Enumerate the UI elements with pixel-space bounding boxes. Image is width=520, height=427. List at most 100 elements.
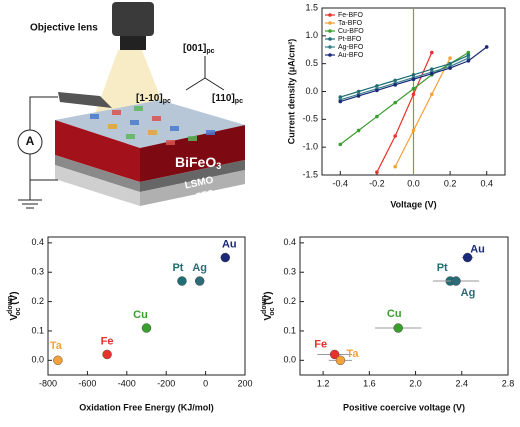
series-marker bbox=[430, 67, 434, 72]
point-label: Ta bbox=[346, 348, 359, 360]
y-tick-label: 0.4 bbox=[31, 237, 44, 247]
substrate-label: STO bbox=[195, 188, 215, 202]
x-tick-label: -0.2 bbox=[369, 178, 385, 188]
legend-swatch bbox=[328, 13, 332, 17]
y-axis-title-sub: oc bbox=[269, 307, 276, 315]
axis-label: [001]pc bbox=[183, 43, 215, 55]
legend-label: Au-BFO bbox=[338, 52, 364, 59]
series-marker bbox=[466, 50, 471, 55]
lens-tip bbox=[120, 36, 146, 50]
series-marker bbox=[393, 83, 398, 87]
legend-swatch bbox=[328, 45, 332, 49]
series-line bbox=[340, 54, 469, 98]
film-front bbox=[55, 120, 140, 182]
point-label: Fe bbox=[314, 338, 327, 350]
series-marker bbox=[430, 92, 434, 97]
y-axis-title: V bbox=[263, 314, 274, 321]
data-point bbox=[329, 349, 340, 360]
plot-frame bbox=[47, 236, 246, 376]
series-marker bbox=[338, 99, 343, 104]
sto-front bbox=[55, 165, 140, 206]
x-tick-label: 0.0 bbox=[407, 178, 420, 188]
point-label: Cu bbox=[387, 308, 402, 320]
series-marker bbox=[393, 134, 398, 138]
point-label: Au bbox=[470, 243, 485, 255]
series-marker bbox=[448, 61, 452, 66]
y-tick-label: 0.3 bbox=[283, 267, 296, 277]
x-tick-label: 1.6 bbox=[363, 378, 376, 388]
ammeter bbox=[17, 129, 43, 155]
series-line bbox=[376, 52, 433, 173]
point-label: Cu bbox=[133, 309, 148, 321]
y-axis-title: Vdownoc (V) bbox=[7, 291, 22, 320]
point-label: Ag bbox=[461, 287, 476, 299]
legend-label: Fe-BFO bbox=[338, 12, 363, 19]
film-top bbox=[55, 100, 245, 148]
axis-label: [001] bbox=[183, 43, 206, 54]
axis-label-sub: pc bbox=[163, 98, 171, 105]
axis-label-sub: pc bbox=[206, 48, 214, 55]
series-marker bbox=[411, 92, 416, 97]
point-label: Au bbox=[222, 238, 237, 250]
x-tick-label: 2.4 bbox=[456, 378, 469, 388]
x-tick-label: 200 bbox=[237, 378, 252, 388]
y-axis-title: Vdownoc (V) bbox=[261, 291, 276, 320]
ammeter-label: A bbox=[26, 134, 35, 148]
series-marker bbox=[484, 45, 489, 49]
series-marker bbox=[356, 94, 361, 98]
data-point bbox=[194, 276, 205, 286]
series-marker bbox=[411, 73, 416, 77]
point-label: Pt bbox=[172, 262, 183, 274]
probe bbox=[58, 92, 112, 108]
series-marker bbox=[411, 128, 416, 133]
series-marker bbox=[411, 86, 416, 91]
schematic: Objective lens A [001]pc [1-10]pc [110]p… bbox=[17, 2, 245, 209]
legend-label: Cu-BFO bbox=[338, 28, 364, 35]
data-point bbox=[177, 276, 187, 286]
series-marker bbox=[430, 71, 434, 76]
axis-arrow bbox=[185, 77, 206, 91]
series-line bbox=[394, 57, 451, 167]
axis-label: [110]pc bbox=[212, 93, 243, 105]
y-tick-label: 0.1 bbox=[31, 325, 44, 335]
x-tick-label: 0.2 bbox=[444, 178, 457, 188]
series-line bbox=[340, 57, 469, 101]
series-line bbox=[339, 52, 469, 145]
axis-label-sub: pc bbox=[235, 98, 243, 105]
plot-frame bbox=[299, 236, 509, 376]
axis-arrow bbox=[204, 77, 225, 91]
axis-label: [1-10] bbox=[136, 93, 163, 104]
series-marker bbox=[393, 164, 398, 169]
series-marker bbox=[356, 128, 361, 133]
data-point bbox=[393, 323, 403, 333]
x-tick-label: -400 bbox=[118, 378, 136, 388]
series-marker bbox=[375, 170, 379, 175]
x-axis-title: Voltage (V) bbox=[390, 199, 436, 209]
y-tick-label: 0.2 bbox=[31, 296, 44, 306]
sto-side bbox=[140, 170, 245, 206]
x-tick-label: 0.4 bbox=[480, 178, 493, 188]
series-marker bbox=[466, 56, 471, 60]
film-side bbox=[140, 125, 245, 182]
objective-lens bbox=[112, 2, 154, 36]
series-marker bbox=[466, 53, 471, 58]
y-axis-title-unit: (V) bbox=[9, 291, 20, 307]
y-axis-title: V bbox=[9, 314, 20, 321]
data-point bbox=[53, 355, 63, 366]
lsmo-side bbox=[140, 160, 245, 192]
x-tick-label: -800 bbox=[39, 378, 57, 388]
electrodes bbox=[90, 106, 215, 145]
y-tick-label: 0.0 bbox=[283, 355, 296, 365]
legend-swatch bbox=[328, 37, 332, 41]
legend-swatch bbox=[328, 21, 332, 25]
legend-swatch bbox=[328, 53, 332, 57]
data-point bbox=[451, 276, 461, 286]
x-axis-title: Oxidation Free Energy (KJ/mol) bbox=[79, 402, 214, 412]
axis-label: [1-10]pc bbox=[136, 93, 171, 105]
data-point bbox=[102, 349, 112, 360]
y-tick-label: -1.0 bbox=[302, 142, 318, 152]
x-tick-label: -200 bbox=[157, 378, 175, 388]
series-marker bbox=[375, 114, 379, 119]
series-marker bbox=[411, 77, 416, 82]
